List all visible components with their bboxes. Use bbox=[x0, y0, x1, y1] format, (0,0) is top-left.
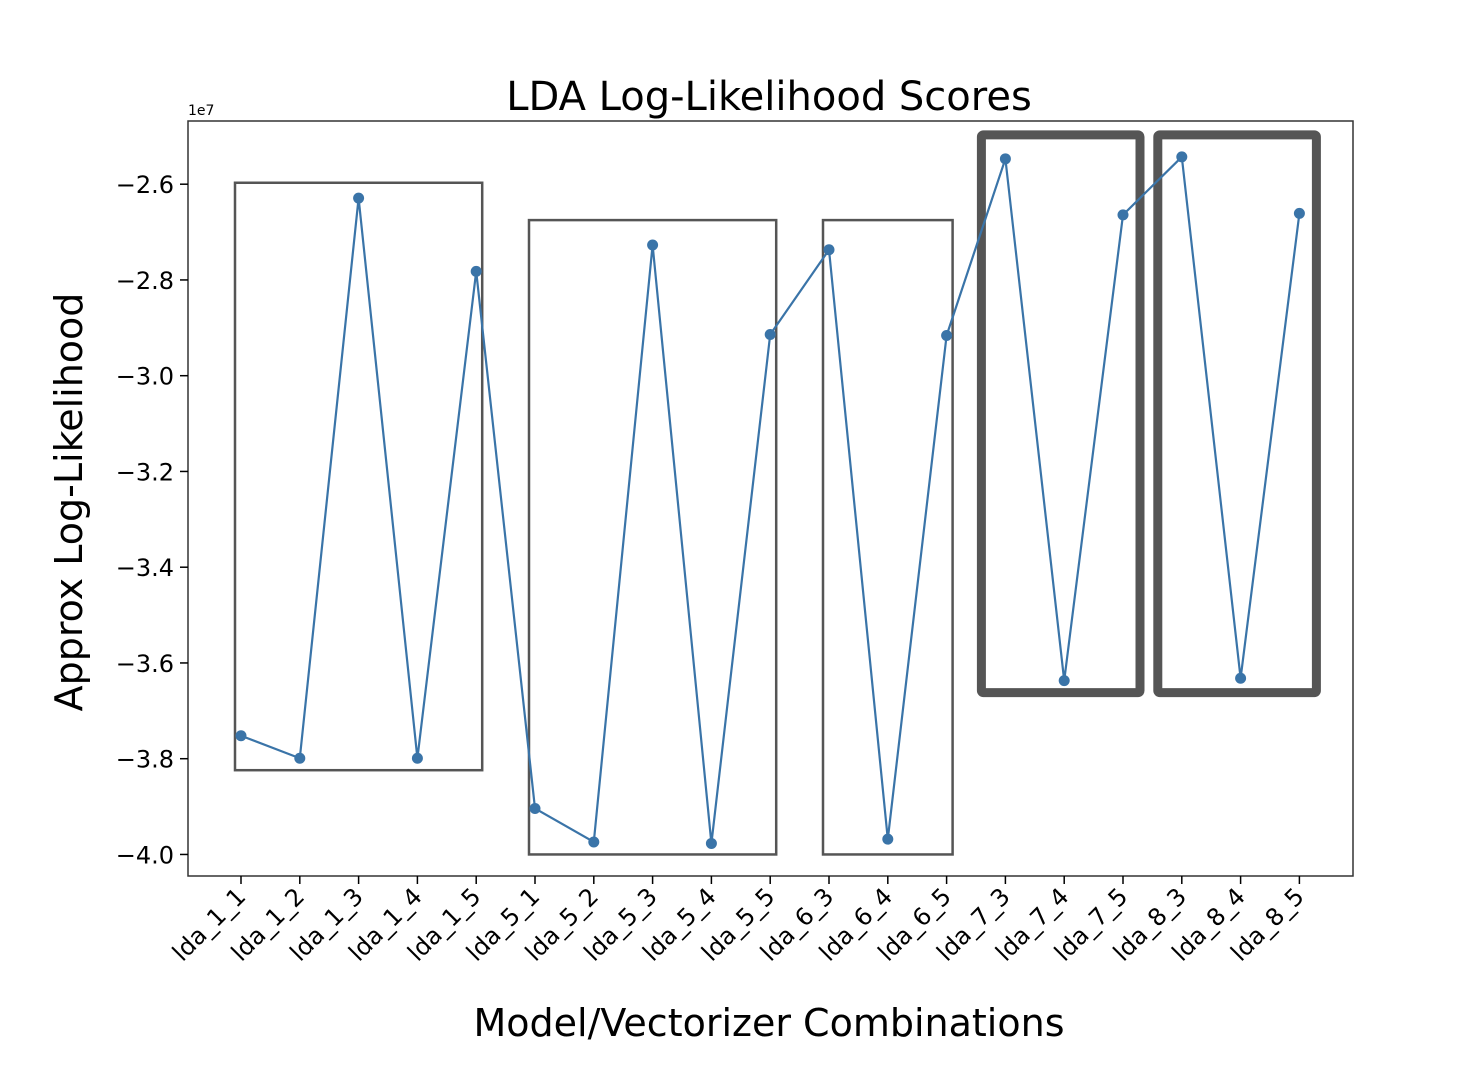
chart-title: LDA Log-Likelihood Scores bbox=[506, 74, 1032, 120]
data-point bbox=[764, 329, 776, 341]
series-layer bbox=[235, 151, 1305, 849]
annotation-boxes bbox=[233, 130, 1321, 856]
y-tick-label: −3.6 bbox=[116, 650, 174, 678]
data-point bbox=[235, 730, 247, 742]
data-point bbox=[1176, 151, 1188, 163]
y-tick-label: −2.8 bbox=[116, 267, 174, 295]
data-point bbox=[1117, 209, 1129, 221]
y-multiplier-label: 1e7 bbox=[188, 103, 214, 119]
highlight-box bbox=[821, 218, 954, 856]
highlight-box bbox=[233, 181, 484, 772]
highlight-box-thick bbox=[976, 130, 1145, 698]
y-tick-label: −2.6 bbox=[116, 171, 174, 199]
data-point bbox=[647, 239, 659, 251]
data-point bbox=[1058, 675, 1070, 687]
data-point bbox=[823, 244, 835, 256]
x-axis: lda_1_1lda_1_2lda_1_3lda_1_4lda_1_5lda_5… bbox=[167, 876, 1310, 967]
y-tick-label: −3.4 bbox=[116, 554, 174, 582]
y-tick-label: −4.0 bbox=[116, 841, 174, 869]
data-point bbox=[882, 833, 894, 845]
data-point bbox=[588, 836, 600, 848]
highlight-box-thick bbox=[1153, 130, 1321, 698]
data-point bbox=[1293, 207, 1305, 219]
y-axis-label: Approx Log-Likelihood bbox=[47, 293, 91, 712]
data-point bbox=[411, 752, 423, 764]
data-point bbox=[470, 265, 482, 277]
data-point bbox=[353, 192, 365, 204]
data-point bbox=[1235, 672, 1247, 684]
data-point bbox=[999, 153, 1011, 165]
x-axis-label: Model/Vectorizer Combinations bbox=[473, 1001, 1064, 1045]
y-tick-label: −3.8 bbox=[116, 746, 174, 774]
data-point bbox=[941, 329, 953, 341]
data-point bbox=[705, 837, 717, 849]
data-point bbox=[529, 802, 541, 814]
data-point bbox=[294, 752, 306, 764]
y-axis: −2.6 −2.8 −3.0 −3.2 −3.4 −3.6 −3.8 −4.0 bbox=[116, 171, 188, 869]
y-tick-label: −3.2 bbox=[116, 458, 174, 486]
y-tick-label: −3.0 bbox=[116, 363, 174, 391]
highlight-box bbox=[527, 218, 778, 856]
